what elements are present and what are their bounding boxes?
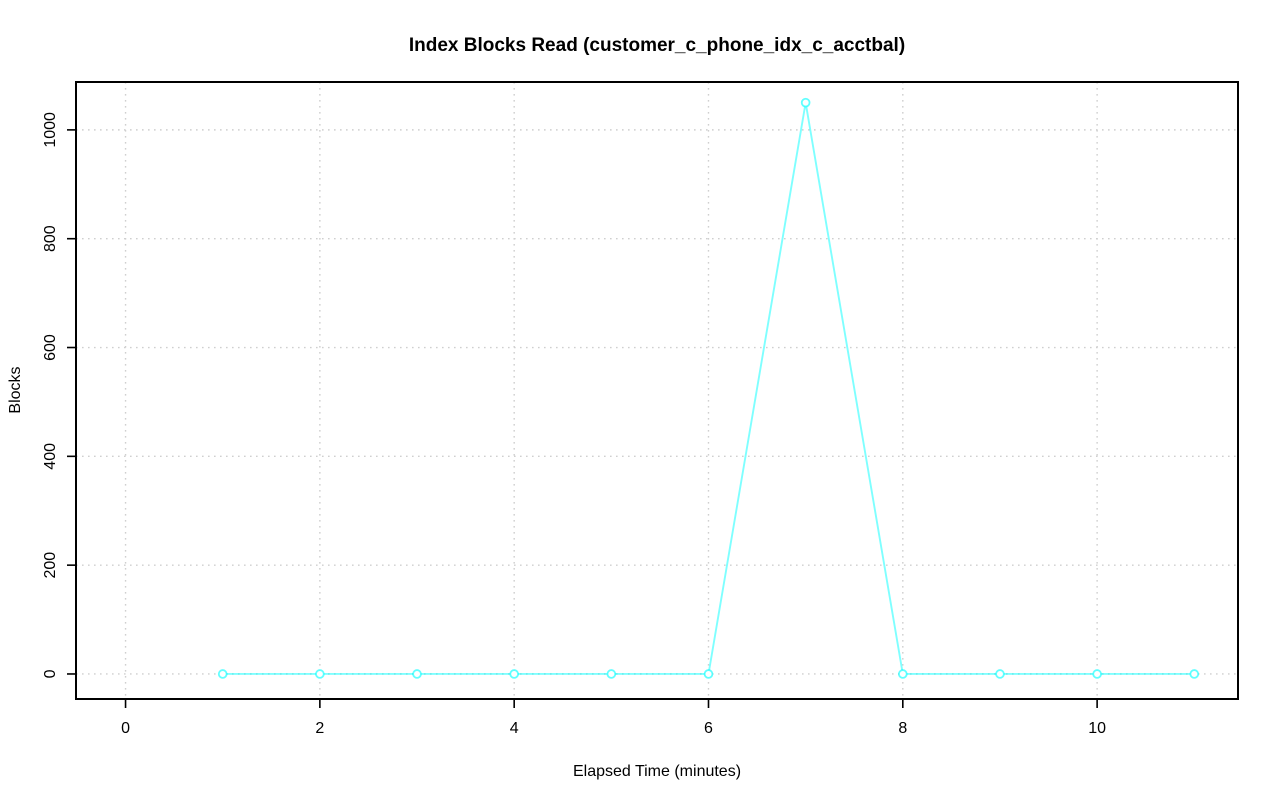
- x-tick-label: 6: [704, 720, 713, 737]
- data-point-marker: [800, 97, 811, 108]
- data-point-marker: [217, 669, 228, 679]
- data-point-marker: [315, 669, 325, 679]
- x-tick-label: 8: [898, 720, 907, 737]
- data-point-marker: [412, 669, 422, 679]
- gridlines: [76, 82, 1238, 699]
- chart-title: Index Blocks Read (customer_c_phone_idx_…: [409, 35, 905, 56]
- y-tick-label: 1000: [42, 112, 59, 148]
- y-tick-label: 200: [42, 552, 59, 579]
- data-point-marker: [1189, 669, 1200, 679]
- data-point-marker: [995, 669, 1005, 679]
- plot-border: [75, 81, 1239, 700]
- series-markers: [217, 97, 1200, 679]
- x-tick-label: 2: [315, 720, 324, 737]
- y-tick-label: 800: [42, 225, 59, 252]
- y-tick-label: 600: [42, 334, 59, 361]
- x-tick-label: 0: [121, 720, 130, 737]
- x-axis: 0 2 4 6 8 10: [121, 700, 1106, 737]
- x-tick-label: 4: [510, 720, 519, 737]
- x-tick-label: 10: [1088, 720, 1106, 737]
- data-point-marker: [898, 669, 908, 679]
- x-axis-label: Elapsed Time (minutes): [573, 763, 741, 780]
- data-point-marker: [606, 669, 617, 679]
- y-tick-label: 0: [42, 669, 59, 678]
- y-axis: 0 200 400 600 800 1000: [42, 112, 75, 678]
- y-axis-label: Blocks: [7, 366, 24, 413]
- data-point-marker: [703, 669, 714, 679]
- data-point-marker: [1092, 669, 1102, 679]
- data-point-marker: [509, 669, 519, 679]
- y-tick-label: 400: [42, 443, 59, 470]
